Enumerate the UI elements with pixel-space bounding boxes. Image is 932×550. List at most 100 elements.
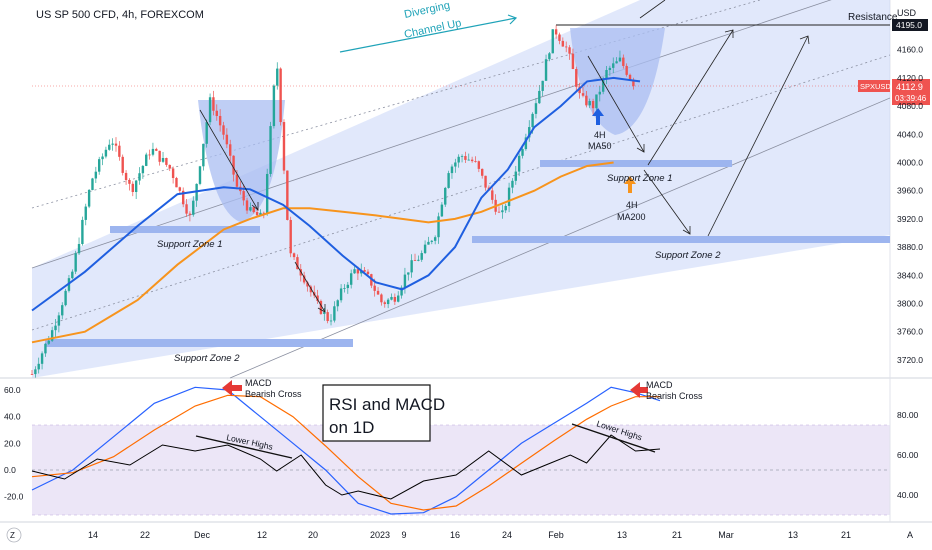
macd-tick-label: 20.0 bbox=[4, 438, 21, 448]
candle-body bbox=[148, 154, 151, 156]
support-zone-2-right-label: Support Zone 2 bbox=[655, 250, 721, 261]
macd-tick-label: -20.0 bbox=[4, 492, 24, 502]
candle-body bbox=[470, 159, 474, 162]
macd-left-label-line2: Bearish Cross bbox=[245, 389, 302, 399]
ma50-label-line2: MA50 bbox=[588, 141, 612, 151]
candle-body bbox=[57, 315, 61, 326]
candle-body bbox=[595, 94, 598, 109]
time-label: 14 bbox=[88, 530, 98, 540]
indicator-right-ticks: 80.00 60.00 40.00 bbox=[897, 410, 919, 500]
candle-body bbox=[104, 149, 108, 157]
time-label: 16 bbox=[450, 530, 460, 540]
time-label: Dec bbox=[194, 530, 211, 540]
candle-body bbox=[141, 165, 145, 174]
candle-body bbox=[528, 127, 531, 138]
candle-body bbox=[410, 260, 413, 273]
candle-body bbox=[108, 144, 111, 150]
resistance-price-badge bbox=[892, 19, 928, 31]
candle-body bbox=[296, 257, 299, 270]
candle-body bbox=[538, 90, 541, 104]
candle-body bbox=[47, 340, 50, 344]
price-tick-label: 3800.0 bbox=[897, 298, 923, 308]
candle-body bbox=[138, 173, 141, 181]
price-tick-label: 4040.0 bbox=[897, 129, 923, 139]
time-label: 13 bbox=[788, 530, 798, 540]
candle-body bbox=[286, 170, 289, 220]
timezone-icon[interactable] bbox=[6, 527, 22, 543]
candle-body bbox=[218, 115, 222, 126]
rsi-macd-title-line1: RSI and MACD bbox=[329, 395, 445, 414]
rsi-tick-label: 60.00 bbox=[897, 450, 919, 460]
candle-body bbox=[202, 143, 205, 167]
candle-body bbox=[40, 353, 44, 364]
candle-body bbox=[363, 270, 366, 272]
time-label: 2023 bbox=[370, 530, 390, 540]
support-zone-2-left-label: Support Zone 2 bbox=[174, 353, 240, 364]
candle-body bbox=[91, 178, 94, 190]
candle-body bbox=[178, 187, 182, 191]
candle-body bbox=[444, 187, 447, 205]
macd-tick-label: 40.0 bbox=[4, 412, 21, 422]
macd-right-red-arrow-icon bbox=[630, 382, 648, 398]
candle-body bbox=[249, 207, 252, 211]
candle-body bbox=[507, 187, 511, 206]
candle-body bbox=[343, 288, 346, 289]
candle-body bbox=[87, 189, 91, 207]
candle-body bbox=[245, 200, 249, 211]
ma200-label-line2: MA200 bbox=[617, 212, 646, 222]
candle-body bbox=[289, 219, 292, 254]
candle-body bbox=[168, 164, 171, 169]
ma200-orange-arrow-icon bbox=[624, 176, 636, 193]
auto-scale-icon[interactable]: A bbox=[907, 530, 913, 540]
support-zone-2-right bbox=[472, 236, 890, 243]
candle-body bbox=[118, 145, 121, 157]
ma200-line bbox=[31, 161, 614, 344]
time-label: 9 bbox=[401, 530, 406, 540]
support-zone-1-left-label: Support Zone 1 bbox=[157, 239, 223, 250]
candle-body bbox=[353, 269, 356, 274]
price-tick-label: 3960.0 bbox=[897, 186, 923, 196]
candle-body bbox=[548, 53, 551, 60]
price-tick-label: 3920.0 bbox=[897, 214, 923, 224]
candle-body bbox=[474, 161, 477, 162]
price-tick-label: 3760.0 bbox=[897, 327, 923, 337]
ma200-label-line1: 4H bbox=[626, 200, 638, 210]
candle-body bbox=[484, 175, 487, 188]
candle-body bbox=[124, 172, 128, 181]
candle-body bbox=[413, 260, 417, 262]
channel-middle-dotted bbox=[31, 54, 891, 331]
candle-body bbox=[279, 68, 282, 123]
cup-left bbox=[198, 100, 285, 222]
candle-body bbox=[81, 219, 84, 244]
rsi-tick-label: 80.00 bbox=[897, 410, 919, 420]
candle-body bbox=[128, 180, 131, 184]
candle-body bbox=[601, 78, 605, 92]
candle-body bbox=[585, 95, 588, 106]
candle-body bbox=[417, 259, 420, 261]
rsi-macd-title-line2: on 1D bbox=[329, 418, 374, 437]
rsi-line bbox=[31, 434, 661, 500]
candle-body bbox=[94, 171, 98, 179]
support-zone-2-left bbox=[45, 339, 353, 347]
candle-body bbox=[380, 294, 383, 303]
candle-body bbox=[225, 134, 229, 145]
ma50-blue-arrow-icon bbox=[592, 108, 604, 125]
candle-body bbox=[407, 272, 410, 275]
ma50-line bbox=[31, 76, 641, 312]
candle-body bbox=[497, 211, 501, 213]
symbol-badge-text: SPXUSD bbox=[860, 82, 891, 91]
candle-body bbox=[121, 156, 124, 173]
candle-body bbox=[181, 190, 185, 205]
candle-body bbox=[561, 40, 565, 47]
candle-body bbox=[622, 57, 625, 66]
candle-body bbox=[464, 156, 467, 160]
candle-body bbox=[477, 161, 481, 169]
candle-body bbox=[161, 157, 165, 162]
time-label: 21 bbox=[672, 530, 682, 540]
candle-body bbox=[158, 150, 161, 162]
candle-body bbox=[205, 122, 208, 144]
candle-body bbox=[386, 299, 390, 305]
projection-arrows bbox=[199, 0, 810, 313]
candle-body bbox=[544, 59, 548, 81]
